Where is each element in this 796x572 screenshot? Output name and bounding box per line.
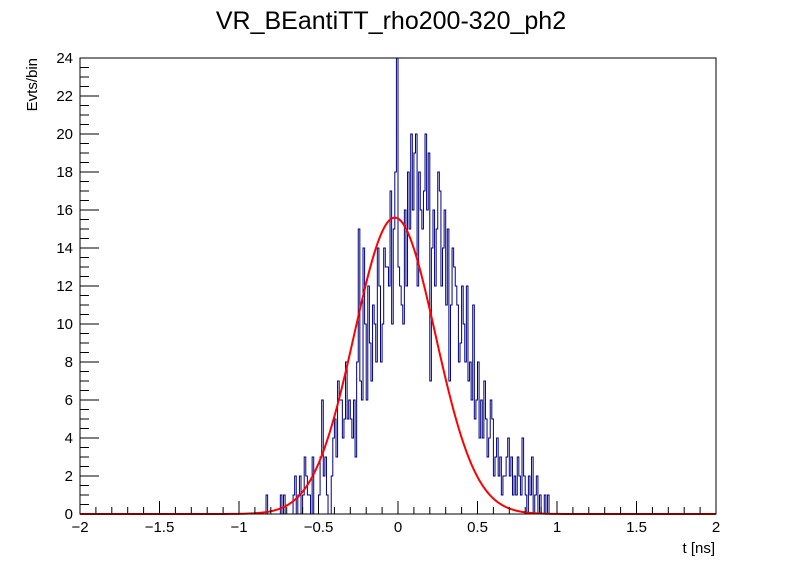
x-tick-label: −1.5 [145, 519, 175, 536]
histogram-steps [80, 57, 716, 515]
y-tick-label: 8 [65, 354, 73, 371]
y-tick-label: 22 [56, 88, 73, 105]
y-tick-label: 18 [56, 164, 73, 181]
y-tick-label: 20 [56, 126, 73, 143]
x-tick-label: 0.5 [467, 519, 488, 536]
x-tick-label: 2 [712, 519, 720, 536]
x-tick-label: 1 [553, 519, 561, 536]
x-tick-label: 1.5 [626, 519, 647, 536]
x-tick-label: 0 [394, 519, 402, 536]
y-axis-label: Evts/bin [24, 58, 41, 111]
histogram-layer [80, 57, 716, 515]
x-tick-label: −2 [71, 519, 88, 536]
x-tick-label: −1 [230, 519, 247, 536]
y-tick-label: 16 [56, 202, 73, 219]
y-tick-label: 0 [65, 506, 73, 523]
x-axis-label: t [ns] [682, 540, 715, 557]
chart-title: VR_BEantiTT_rho200-320_ph2 [216, 7, 566, 35]
y-tick-label: 2 [65, 468, 73, 485]
y-tick-label: 14 [56, 240, 73, 257]
x-axis: −2 −1.5 −1 −0.5 0 0.5 1 1.5 2 [71, 501, 720, 536]
y-tick-label: 4 [65, 430, 73, 447]
y-tick-label: 10 [56, 316, 73, 333]
y-tick-label: 24 [56, 50, 73, 67]
x-tick-label: −0.5 [304, 519, 334, 536]
y-tick-label: 6 [65, 392, 73, 409]
y-tick-label: 12 [56, 278, 73, 295]
